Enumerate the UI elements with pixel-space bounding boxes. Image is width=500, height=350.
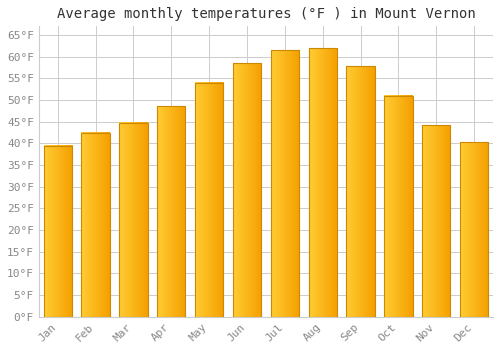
Bar [346,66,375,317]
Bar [460,142,488,317]
Bar [119,122,148,317]
Bar [422,125,450,317]
Bar [270,50,299,317]
Bar [44,146,72,317]
Bar [82,133,110,317]
Title: Average monthly temperatures (°F ) in Mount Vernon: Average monthly temperatures (°F ) in Mo… [56,7,476,21]
Bar [308,48,337,317]
Bar [157,106,186,317]
Bar [233,63,261,317]
Bar [384,96,412,317]
Bar [195,83,224,317]
